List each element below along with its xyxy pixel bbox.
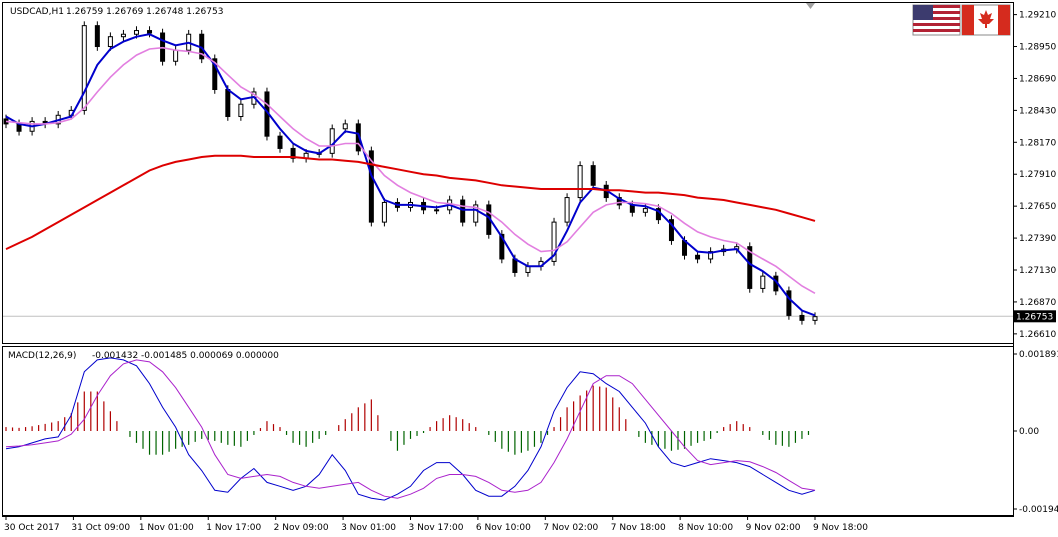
price-tick-label: 1.27910 xyxy=(1019,170,1056,180)
macd-tick-label: 0.00 xyxy=(1019,427,1039,437)
candle xyxy=(551,217,557,266)
ma-slow-line xyxy=(5,154,816,251)
candle xyxy=(708,247,714,264)
candle xyxy=(695,250,701,264)
price-tick-label: 1.28170 xyxy=(1019,138,1056,148)
candle xyxy=(107,32,113,51)
time-tick-label: 6 Nov 10:00 xyxy=(476,523,531,533)
price-layer xyxy=(3,21,1013,325)
macd-layer xyxy=(5,357,816,501)
candle xyxy=(577,161,583,202)
candle xyxy=(381,198,387,227)
macd-tick-label: 0.001891 xyxy=(1019,350,1058,360)
price-tick-label: 1.27130 xyxy=(1019,266,1056,276)
candle xyxy=(473,200,479,227)
macd-tick-label: -0.00194 xyxy=(1019,505,1058,515)
time-tick-label: 9 Nov 02:00 xyxy=(746,523,801,533)
collapse-arrow-icon[interactable] xyxy=(806,3,815,9)
chart-ohlc: 1.26759 1.26769 1.26748 1.26753 xyxy=(66,7,223,17)
candle xyxy=(590,161,596,190)
candle xyxy=(786,286,792,320)
macd-line xyxy=(5,357,816,501)
ma-mid-line xyxy=(5,46,816,294)
candle xyxy=(290,144,296,163)
canada-flag-icon xyxy=(961,4,1011,36)
time-tick-label: 7 Nov 18:00 xyxy=(611,523,666,533)
macd-name: MACD(12,26,9) xyxy=(8,351,76,361)
candle xyxy=(760,271,766,293)
candle xyxy=(460,195,466,227)
candle xyxy=(81,21,87,115)
price-tick-label: 1.26870 xyxy=(1019,298,1056,308)
candle xyxy=(94,21,100,51)
time-tick-label: 3 Nov 17:00 xyxy=(409,523,464,533)
time-tick-label: 3 Nov 01:00 xyxy=(341,523,396,533)
candle xyxy=(668,215,674,245)
axis-layer: 1.29210 1.28950 1.28690 1.28430 1.28170 1.279… xyxy=(4,11,1058,533)
macd-panel[interactable] xyxy=(2,346,1014,516)
candle xyxy=(212,54,218,94)
candle xyxy=(616,193,622,210)
time-tick-label: 9 Nov 18:00 xyxy=(813,523,868,533)
price-panel[interactable] xyxy=(2,2,1014,344)
time-tick-label: 1 Nov 17:00 xyxy=(206,523,261,533)
macd-values: -0.001432 -0.001485 0.000069 0.000000 xyxy=(92,351,279,361)
chart-symbol: USDCAD,H1 xyxy=(10,7,64,17)
price-tick-label: 1.26610 xyxy=(1019,330,1056,340)
price-tick-label: 1.28690 xyxy=(1019,74,1056,84)
price-tick-label: 1.27390 xyxy=(1019,234,1056,244)
candle xyxy=(147,26,153,38)
price-tick-label: 1.28950 xyxy=(1019,43,1056,53)
price-tick-label: 1.28430 xyxy=(1019,106,1056,116)
candle xyxy=(238,99,244,121)
ma-fast-line xyxy=(5,33,816,317)
signal-line xyxy=(5,359,816,499)
candle xyxy=(564,193,570,227)
candle xyxy=(329,124,335,158)
time-tick-label: 31 Oct 09:00 xyxy=(71,523,130,533)
price-tick-label: 1.27650 xyxy=(1019,202,1056,212)
time-tick-label: 30 Oct 2017 xyxy=(4,523,60,533)
us-flag-icon xyxy=(912,4,961,36)
candle xyxy=(120,29,126,41)
candle xyxy=(799,311,805,325)
candle xyxy=(277,131,283,153)
price-tick-label: 1.29210 xyxy=(1019,11,1056,21)
current-price-label: 1.26753 xyxy=(1016,312,1053,322)
time-tick-label: 2 Nov 09:00 xyxy=(274,523,329,533)
time-tick-label: 7 Nov 02:00 xyxy=(543,523,598,533)
time-tick-label: 8 Nov 10:00 xyxy=(678,523,733,533)
current-price-badge xyxy=(1014,310,1056,323)
time-tick-label: 1 Nov 01:00 xyxy=(139,523,194,533)
